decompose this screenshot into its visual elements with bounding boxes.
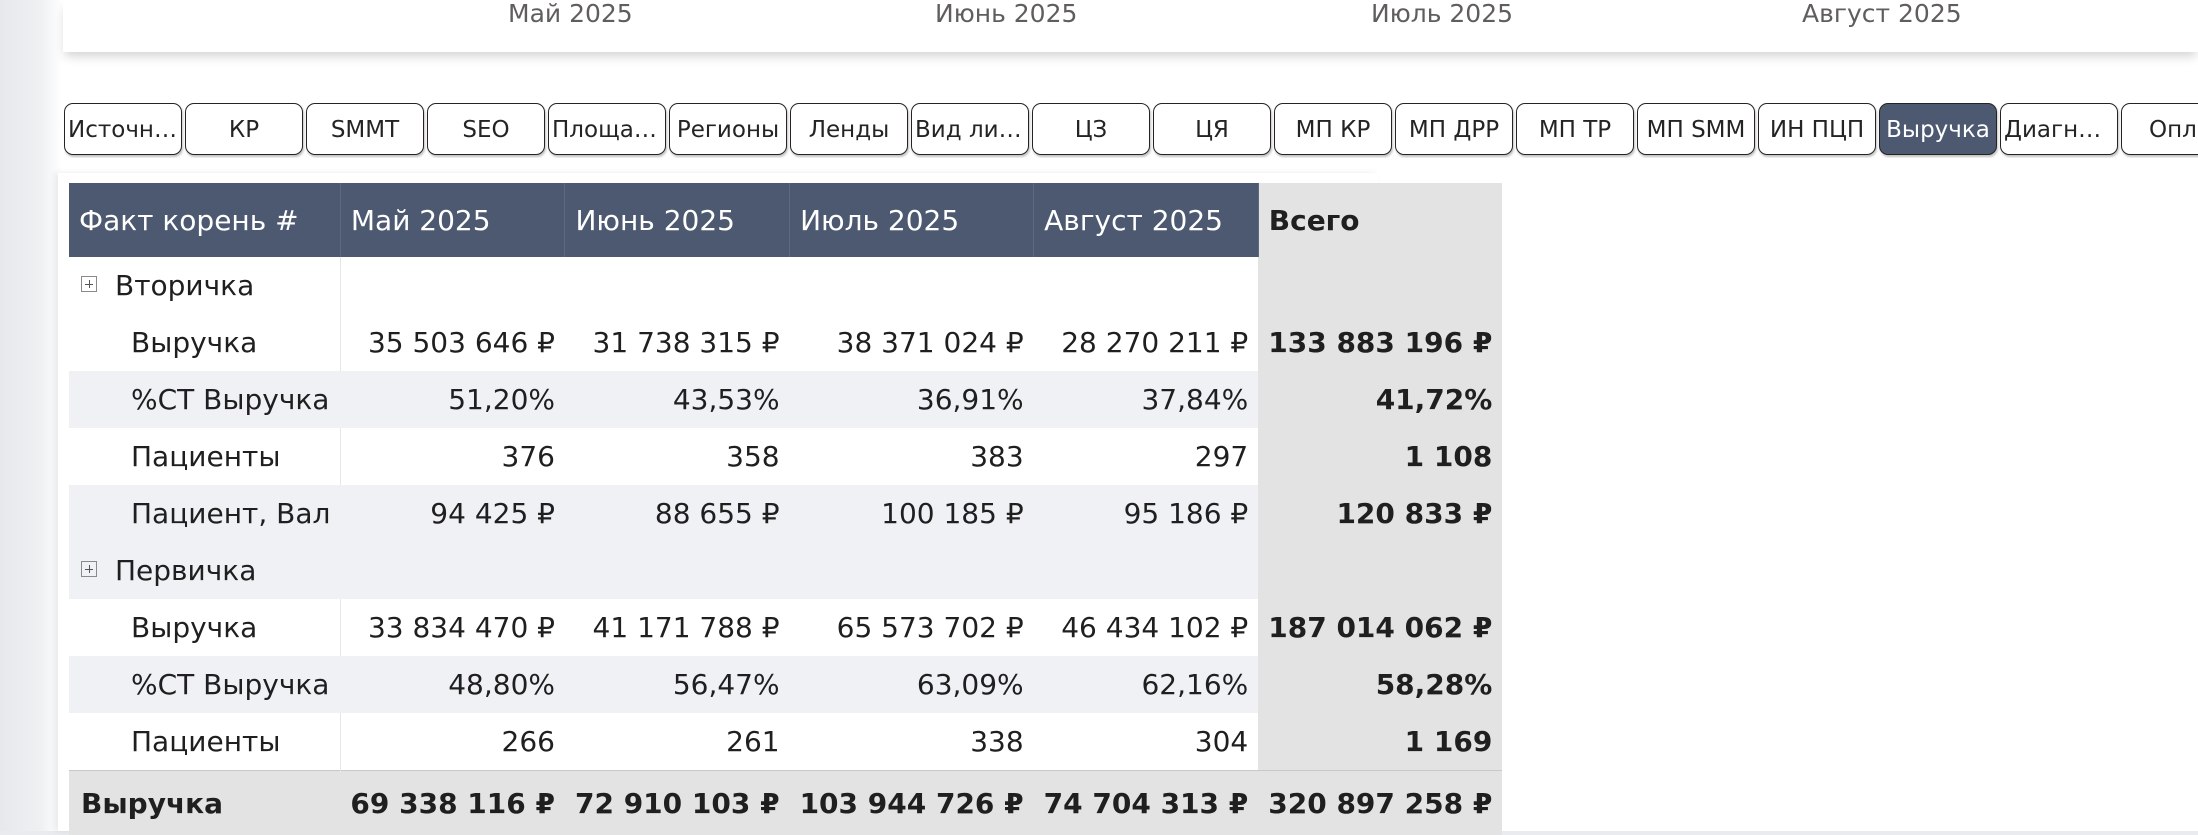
tab-lead-type[interactable]: Вид лида	[911, 103, 1029, 155]
group-row: Вторичка	[69, 257, 1502, 314]
column-header-june[interactable]: Июнь 2025	[565, 183, 790, 257]
tab-mp-tr[interactable]: МП ТР	[1516, 103, 1634, 155]
cell-value: 65 573 702 ₽	[790, 599, 1034, 656]
cell-value: 358	[565, 428, 790, 485]
cell-value: 62,16%	[1034, 656, 1259, 713]
cell-total: 133 883 196 ₽	[1258, 314, 1502, 371]
row-label: Выручка	[69, 599, 340, 656]
cell-total: 41,72%	[1258, 371, 1502, 428]
cell-value: 35 503 646 ₽	[340, 314, 565, 371]
cell-value: 304	[1034, 713, 1259, 771]
cell-value: 94 425 ₽	[340, 485, 565, 542]
tab-mp-smm[interactable]: МП SMM	[1637, 103, 1755, 155]
cell-total: 120 833 ₽	[1258, 485, 1502, 542]
tab-platforms[interactable]: Площадки	[548, 103, 666, 155]
row-label: %СТ Выручка	[69, 656, 340, 713]
grand-total-value: 69 338 116 ₽	[340, 771, 565, 835]
tab-revenue[interactable]: Выручка	[1879, 103, 1997, 155]
tab-cya[interactable]: ЦЯ	[1153, 103, 1271, 155]
table-row: %СТ Выручка 51,20% 43,53% 36,91% 37,84% …	[69, 371, 1502, 428]
cell-value: 95 186 ₽	[1034, 485, 1259, 542]
tab-payment[interactable]: Опла	[2121, 103, 2198, 155]
table-header-row: Факт корень # Май 2025 Июнь 2025 Июль 20…	[69, 183, 1502, 257]
cell-value: 297	[1034, 428, 1259, 485]
tab-kr[interactable]: КР	[185, 103, 303, 155]
cell-total: 1 169	[1258, 713, 1502, 771]
column-header-total[interactable]: Всего	[1258, 183, 1502, 257]
column-header-root[interactable]: Факт корень #	[69, 183, 340, 257]
group-row: Первичка	[69, 542, 1502, 599]
cell-value: 51,20%	[340, 371, 565, 428]
cell-value: 383	[790, 428, 1034, 485]
grand-total-value: 103 944 726 ₽	[790, 771, 1034, 835]
grand-total-sum: 320 897 258 ₽	[1258, 771, 1502, 835]
tab-diagnostics[interactable]: Диагност...	[2000, 103, 2118, 155]
cell-total: 58,28%	[1258, 656, 1502, 713]
left-panel-edge	[0, 0, 62, 831]
expand-icon[interactable]	[81, 561, 97, 577]
tab-mp-drr[interactable]: МП ДРР	[1395, 103, 1513, 155]
month-label-june: Июнь 2025	[935, 0, 1077, 28]
revenue-matrix: Факт корень # Май 2025 Июнь 2025 Июль 20…	[58, 173, 1378, 831]
tab-landings[interactable]: Ленды	[790, 103, 908, 155]
row-label: %СТ Выручка	[69, 371, 340, 428]
cell-value: 41 171 788 ₽	[565, 599, 790, 656]
row-label: Выручка	[69, 314, 340, 371]
cell-value: 46 434 102 ₽	[1034, 599, 1259, 656]
table-row: Пациент, Вал 94 425 ₽ 88 655 ₽ 100 185 ₽…	[69, 485, 1502, 542]
row-label: Пациенты	[69, 428, 340, 485]
tab-sources[interactable]: Источники	[64, 103, 182, 155]
column-header-may[interactable]: Май 2025	[340, 183, 565, 257]
cell-value: 31 738 315 ₽	[565, 314, 790, 371]
revenue-table: Факт корень # Май 2025 Июнь 2025 Июль 20…	[69, 183, 1502, 835]
tab-smmt[interactable]: SMMT	[306, 103, 424, 155]
table-row: Пациенты 376 358 383 297 1 108	[69, 428, 1502, 485]
tab-regions[interactable]: Регионы	[669, 103, 787, 155]
cell-value: 266	[340, 713, 565, 771]
grand-total-value: 74 704 313 ₽	[1034, 771, 1259, 835]
group-name: Вторичка	[115, 269, 254, 302]
cell-value: 63,09%	[790, 656, 1034, 713]
tab-seo[interactable]: SEO	[427, 103, 545, 155]
cell-total: 1 108	[1258, 428, 1502, 485]
row-label: Пациенты	[69, 713, 340, 771]
cell-value: 48,80%	[340, 656, 565, 713]
table-row: Выручка 33 834 470 ₽ 41 171 788 ₽ 65 573…	[69, 599, 1502, 656]
cell-value: 38 371 024 ₽	[790, 314, 1034, 371]
table-row: %СТ Выручка 48,80% 56,47% 63,09% 62,16% …	[69, 656, 1502, 713]
cell-value: 376	[340, 428, 565, 485]
tab-in-pcp[interactable]: ИН ПЦП	[1758, 103, 1876, 155]
cell-total: 187 014 062 ₽	[1258, 599, 1502, 656]
cell-value: 338	[790, 713, 1034, 771]
cell-value: 28 270 211 ₽	[1034, 314, 1259, 371]
page-tabs: Источники КР SMMT SEO Площадки Регионы Л…	[64, 103, 2198, 158]
tab-cz[interactable]: ЦЗ	[1032, 103, 1150, 155]
tab-mp-kr[interactable]: МП КР	[1274, 103, 1392, 155]
column-header-july[interactable]: Июль 2025	[790, 183, 1034, 257]
cell-value: 43,53%	[565, 371, 790, 428]
month-label-july: Июль 2025	[1371, 0, 1513, 28]
expand-icon[interactable]	[81, 276, 97, 292]
column-header-august[interactable]: Август 2025	[1034, 183, 1259, 257]
table-row: Выручка 35 503 646 ₽ 31 738 315 ₽ 38 371…	[69, 314, 1502, 371]
table-row: Пациенты 266 261 338 304 1 169	[69, 713, 1502, 771]
month-label-august: Август 2025	[1802, 0, 1962, 28]
cell-value: 33 834 470 ₽	[340, 599, 565, 656]
row-label: Пациент, Вал	[69, 485, 340, 542]
month-label-may: Май 2025	[508, 0, 633, 28]
cell-value: 88 655 ₽	[565, 485, 790, 542]
grand-total-row: Выручка 69 338 116 ₽ 72 910 103 ₽ 103 94…	[69, 771, 1502, 835]
cell-value: 37,84%	[1034, 371, 1259, 428]
cell-value: 261	[565, 713, 790, 771]
group-label[interactable]: Первичка	[69, 542, 340, 599]
grand-total-value: 72 910 103 ₽	[565, 771, 790, 835]
cell-value: 100 185 ₽	[790, 485, 1034, 542]
cell-value: 36,91%	[790, 371, 1034, 428]
group-label[interactable]: Вторичка	[69, 257, 340, 314]
cell-value: 56,47%	[565, 656, 790, 713]
grand-total-label: Выручка	[69, 771, 340, 835]
group-name: Первичка	[115, 554, 256, 587]
months-header-card: Май 2025 Июнь 2025 Июль 2025 Август 2025	[63, 0, 2198, 52]
